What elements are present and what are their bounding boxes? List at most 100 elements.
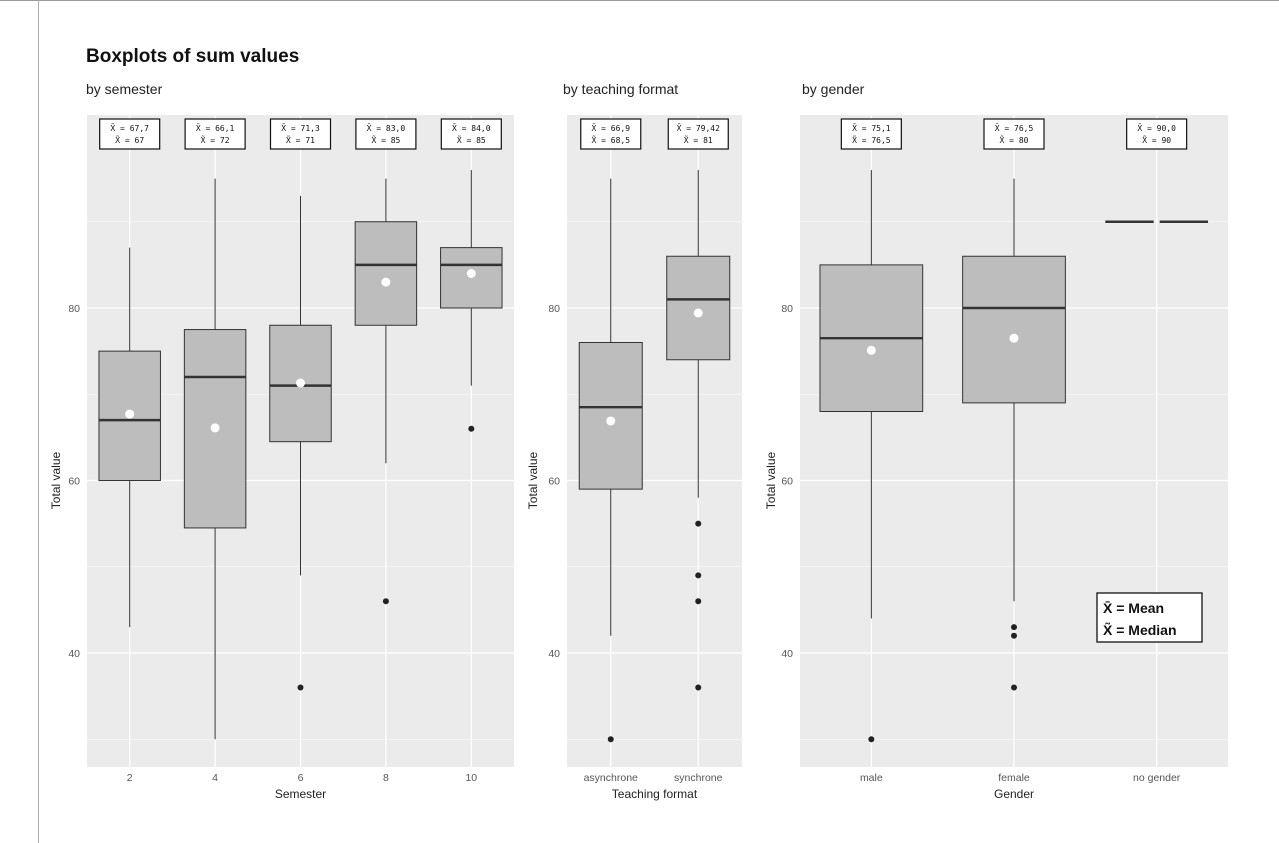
- stat-box: [840, 118, 902, 150]
- stat-median-text: X̃ = 71: [286, 135, 315, 145]
- box-group-6: 6 X̄ = 71,3 X̃ = 71: [269, 118, 332, 784]
- stat-box: [99, 118, 161, 150]
- iqr-box: [354, 221, 418, 326]
- x-tick-label: no gender: [1133, 772, 1181, 784]
- y-tick-label: 80: [68, 303, 80, 315]
- xaxis-label-band: [40, 782, 1230, 804]
- stat-mean-text: X̄ = 75,1: [852, 123, 891, 133]
- y-tick-label: 60: [781, 476, 793, 488]
- x-tick-label: synchrone: [674, 772, 723, 784]
- stat-box: [1126, 118, 1188, 150]
- y-axis-label: Total value: [49, 451, 63, 509]
- panel-3: by gender 40 60 80 Total value Gender male X̄ =…: [764, 81, 1228, 801]
- stat-median-text: X̃ = 90: [1142, 135, 1171, 145]
- stat-median-text: X̃ = 67: [115, 135, 144, 145]
- x-tick-label: 10: [465, 772, 477, 784]
- panel-2: by teaching format 40 60 80 Total value Teach…: [526, 81, 742, 801]
- stat-median-text: X̃ = 76,5: [852, 135, 891, 145]
- mean-point: [210, 423, 220, 433]
- y-tick-label: 60: [68, 476, 80, 488]
- x-tick-label: male: [860, 772, 883, 784]
- mean-point: [466, 269, 476, 278]
- stat-box: [269, 118, 332, 150]
- stat-box: [355, 118, 417, 150]
- chart-title: Boxplots of sum values: [86, 46, 299, 67]
- legend-median: X̃ = Median: [1103, 621, 1177, 638]
- outlier-point: [695, 598, 702, 605]
- mean-point: [693, 308, 703, 318]
- x-axis-label: Gender: [994, 787, 1034, 801]
- panel-subtitle: by semester: [86, 81, 163, 97]
- y-tick-label: 40: [68, 648, 80, 660]
- panel-subtitle: by gender: [802, 81, 865, 97]
- x-axis-label: Teaching format: [612, 787, 698, 801]
- box-group-asynchrone: asynchrone X̄ = 66,9 X̃ = 68,5: [578, 118, 643, 784]
- frame-left-border: [38, 0, 39, 843]
- outlier-point: [695, 572, 702, 579]
- legend-mean: X̄ = Mean: [1103, 599, 1164, 616]
- box-group-female: female X̄ = 76,5 X̃ = 80: [962, 118, 1066, 784]
- stat-box: [667, 118, 729, 150]
- outlier-point: [695, 520, 702, 527]
- y-axis-label: Total value: [526, 451, 540, 509]
- iqr-box: [578, 342, 643, 490]
- outlier-point: [607, 736, 614, 743]
- y-tick-label: 80: [781, 303, 793, 315]
- iqr-box: [666, 255, 731, 361]
- panel-1: by semester 40 60 80 Total value Semester 2 X̄ …: [49, 81, 514, 801]
- mean-point: [125, 409, 135, 419]
- stat-mean-text: X̄ = 66,9: [591, 123, 630, 133]
- mean-point: [296, 378, 305, 388]
- stat-mean-text: X̄ = 90,0: [1137, 123, 1176, 133]
- stat-median-text: X̃ = 81: [684, 135, 713, 145]
- stat-median-text: X̃ = 80: [1000, 135, 1029, 145]
- mean-point: [866, 345, 876, 355]
- box-group-8: 8 X̄ = 83,0 X̃ = 85: [354, 118, 418, 784]
- stat-median-text: X̃ = 85: [457, 135, 486, 145]
- x-tick-label: 4: [212, 772, 218, 784]
- box-group-synchrone: synchrone X̄ = 79,42 X̃ = 81: [666, 118, 731, 784]
- stat-median-text: X̃ = 68,5: [591, 135, 630, 145]
- y-tick-label: 40: [548, 648, 560, 660]
- legend: X̄ = Mean X̃ = Median: [1096, 592, 1203, 643]
- outlier-point: [868, 736, 875, 743]
- y-tick-label: 40: [781, 648, 793, 660]
- mean-point: [1009, 333, 1019, 343]
- x-tick-label: 2: [127, 772, 133, 784]
- stat-mean-text: X̄ = 79,42: [677, 123, 721, 133]
- outlier-point: [695, 684, 702, 691]
- y-axis-label: Total value: [764, 451, 778, 509]
- stat-box: [440, 118, 502, 150]
- stat-box: [184, 118, 246, 150]
- outlier-point: [1011, 624, 1017, 631]
- stat-mean-text: X̄ = 66,1: [196, 123, 235, 133]
- stat-median-text: X̃ = 85: [371, 135, 400, 145]
- stat-median-text: X̃ = 72: [201, 135, 230, 145]
- outlier-point: [382, 598, 389, 605]
- stat-mean-text: X̄ = 71,3: [281, 123, 320, 133]
- stat-mean-text: X̄ = 84,0: [452, 123, 491, 133]
- box-group-4: 4 X̄ = 66,1 X̃ = 72: [183, 118, 247, 784]
- iqr-box: [962, 255, 1066, 404]
- box-group-male: male X̄ = 75,1 X̃ = 76,5: [819, 118, 924, 784]
- outlier-point: [1011, 684, 1017, 691]
- stat-mean-text: X̄ = 67,7: [110, 123, 149, 133]
- stat-box: [983, 118, 1045, 150]
- mean-point: [606, 416, 616, 426]
- x-tick-label: asynchrone: [584, 772, 638, 784]
- legend-box: [1096, 592, 1203, 643]
- x-tick-label: 8: [383, 772, 389, 784]
- x-tick-label: female: [998, 772, 1030, 784]
- panel-subtitle: by teaching format: [563, 81, 678, 97]
- box-group-10: 10 X̄ = 84,0 X̃ = 85: [440, 118, 503, 784]
- outlier-point: [1011, 632, 1017, 639]
- outlier-point: [468, 425, 475, 432]
- y-tick-label: 80: [548, 303, 560, 315]
- stat-mean-text: X̄ = 76,5: [995, 123, 1034, 133]
- stat-mean-text: X̄ = 83,0: [367, 123, 406, 133]
- outlier-point: [297, 684, 304, 691]
- y-tick-label: 60: [548, 476, 560, 488]
- box-group-no-gender: no gender X̄ = 90,0 X̃ = 90: [1105, 118, 1209, 784]
- x-tick-label: 6: [298, 772, 304, 784]
